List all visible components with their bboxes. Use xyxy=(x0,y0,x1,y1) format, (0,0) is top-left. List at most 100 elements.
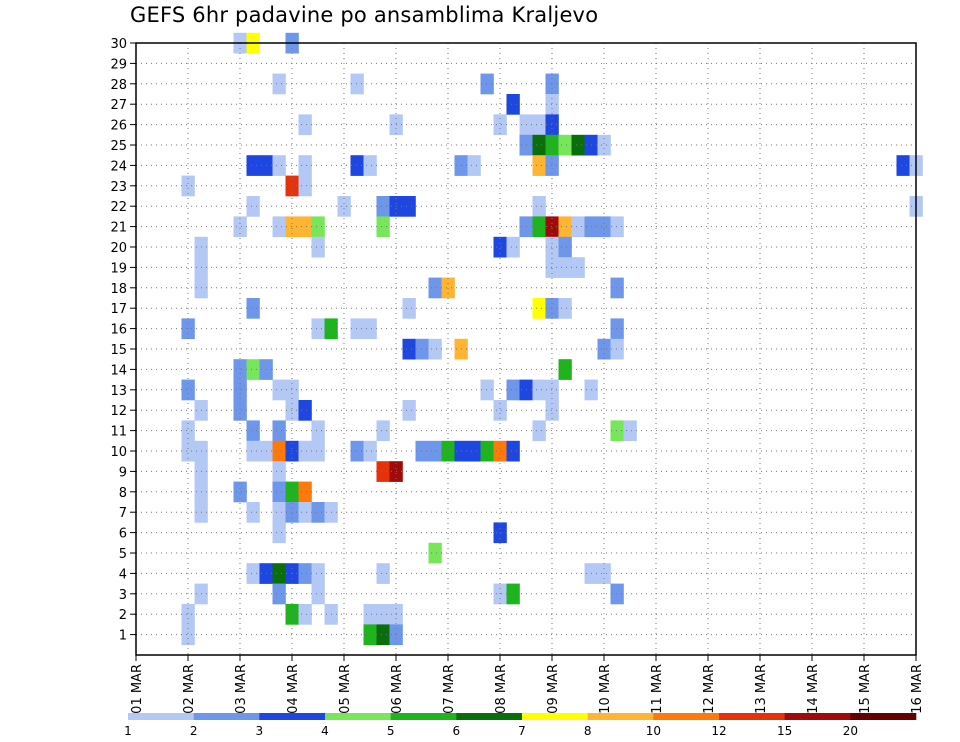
y-tick-label: 9 xyxy=(119,465,127,480)
precip-cell xyxy=(402,400,416,421)
precip-cell xyxy=(233,216,247,238)
y-tick-label: 2 xyxy=(119,608,127,623)
y-tick-label: 18 xyxy=(110,282,127,297)
x-tick-label: 05 MAR xyxy=(338,664,353,714)
y-tick-label: 21 xyxy=(110,221,127,236)
precip-cell xyxy=(337,196,351,217)
colorbar-label: 2 xyxy=(190,724,198,738)
x-tick-label: 03 MAR xyxy=(234,664,249,714)
colorbar-swatch xyxy=(456,713,523,720)
precip-cell xyxy=(558,257,572,278)
x-tick-label: 10 MAR xyxy=(598,664,613,714)
precip-cell xyxy=(298,481,312,503)
y-tick-label: 22 xyxy=(110,200,127,215)
precip-cell xyxy=(246,196,260,217)
precip-cell xyxy=(467,440,481,462)
precip-cell xyxy=(285,400,299,421)
precip-cell xyxy=(623,420,637,442)
precip-cell xyxy=(285,175,299,197)
precip-cell xyxy=(558,134,572,156)
x-tick-label: 02 MAR xyxy=(182,664,197,714)
x-tick-label: 11 MAR xyxy=(650,664,665,714)
y-tick-label: 14 xyxy=(110,363,127,378)
precip-cell xyxy=(610,420,624,442)
grid-lines xyxy=(135,42,917,655)
colorbar-label: 20 xyxy=(843,724,858,738)
precip-cell xyxy=(298,563,312,584)
y-tick-label: 23 xyxy=(110,180,127,195)
y-tick-label: 3 xyxy=(119,588,127,603)
colorbar-label: 3 xyxy=(256,724,264,738)
precip-cell xyxy=(272,563,286,584)
precip-cell xyxy=(376,563,390,584)
precip-cell xyxy=(285,481,299,503)
precip-cell xyxy=(402,196,416,217)
precip-cell xyxy=(428,277,442,299)
y-tick-label: 19 xyxy=(110,261,127,276)
colorbar-label: 12 xyxy=(711,724,726,738)
precip-cell xyxy=(480,440,494,462)
colorbar-swatch xyxy=(784,713,851,720)
y-tick-label: 10 xyxy=(110,445,127,460)
y-tick-label: 7 xyxy=(119,506,127,521)
y-axis: 1234567891011121314151617181920212223242… xyxy=(110,37,136,644)
precip-cell xyxy=(311,440,325,462)
precip-cell xyxy=(246,298,260,319)
y-tick-label: 30 xyxy=(110,37,127,52)
precip-cell xyxy=(532,379,546,401)
precip-cell xyxy=(311,318,325,340)
x-tick-label: 07 MAR xyxy=(442,664,457,714)
colorbar-label: 4 xyxy=(321,724,329,738)
precip-cell xyxy=(285,502,299,523)
precip-cell xyxy=(493,400,507,421)
x-tick-label: 09 MAR xyxy=(546,664,561,714)
precip-cell xyxy=(376,420,390,442)
precip-cell xyxy=(272,216,286,238)
x-tick-label: 04 MAR xyxy=(286,664,301,714)
precip-cell xyxy=(350,155,364,176)
precip-cell xyxy=(376,461,390,482)
precip-cell xyxy=(480,379,494,401)
precip-cell xyxy=(545,134,559,156)
y-tick-label: 26 xyxy=(110,119,127,134)
y-tick-label: 12 xyxy=(110,404,127,419)
y-tick-label: 15 xyxy=(110,343,127,358)
precip-cell xyxy=(246,359,260,380)
precip-cell xyxy=(311,563,325,584)
precip-cell xyxy=(363,604,377,625)
precip-cell xyxy=(376,196,390,217)
precip-cell xyxy=(298,216,312,238)
chart-title: GEFS 6hr padavine po ansamblima Kraljevo xyxy=(130,3,599,27)
precip-cell xyxy=(363,440,377,462)
colorbar-label: 10 xyxy=(646,724,661,738)
precip-cell xyxy=(298,400,312,421)
precip-cell xyxy=(610,583,624,605)
x-tick-label: 14 MAR xyxy=(806,664,821,714)
x-tick-label: 12 MAR xyxy=(702,664,717,714)
precip-cell xyxy=(311,236,325,258)
colorbar-label: 7 xyxy=(518,724,526,738)
x-axis: 01 MAR 02 MAR 03 MAR 04 MAR 05 MAR 06 MAR 07 M… xyxy=(130,655,925,714)
precip-cell xyxy=(532,216,546,238)
precip-cell xyxy=(428,542,442,564)
precip-cell xyxy=(311,216,325,238)
precip-cell xyxy=(272,379,286,401)
precip-cell xyxy=(233,400,247,421)
precip-cell xyxy=(506,94,520,115)
y-tick-label: 17 xyxy=(110,302,127,317)
precip-cell xyxy=(571,216,585,238)
precip-cell xyxy=(428,440,442,462)
precip-cell xyxy=(246,502,260,523)
colorbar-label: 1 xyxy=(124,724,132,738)
precip-cell xyxy=(896,155,910,176)
x-tick-label: 08 MAR xyxy=(494,664,509,714)
precip-cell xyxy=(350,440,364,462)
colorbar-swatch xyxy=(587,713,654,720)
y-tick-label: 11 xyxy=(110,425,127,440)
precip-cell xyxy=(272,502,286,523)
x-tick-label: 16 MAR xyxy=(910,664,925,714)
y-tick-label: 6 xyxy=(119,527,127,542)
precip-cell xyxy=(350,318,364,340)
precip-cell xyxy=(532,155,546,176)
